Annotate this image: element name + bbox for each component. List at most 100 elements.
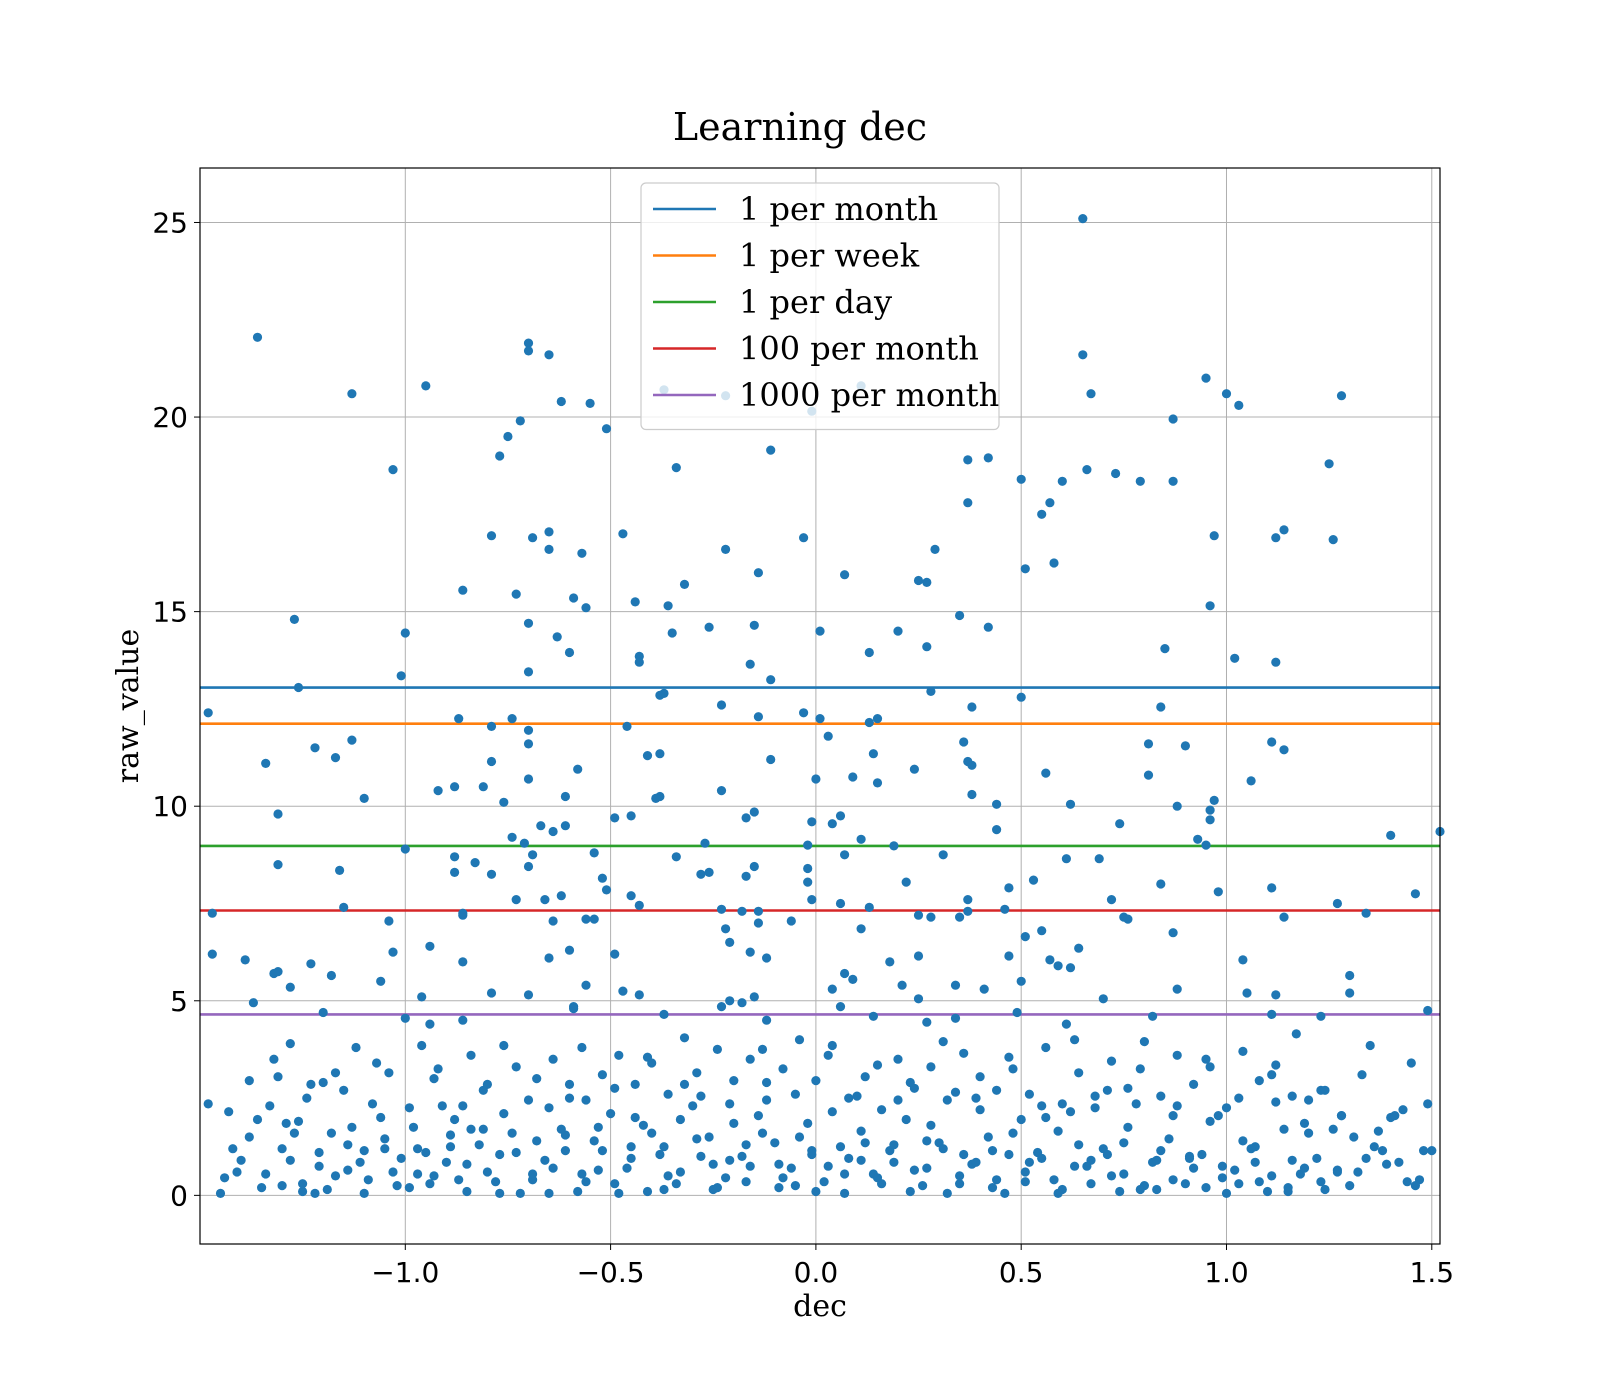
data-point	[749, 992, 759, 1002]
data-point	[528, 1169, 538, 1179]
data-point	[302, 1093, 312, 1103]
data-point	[1394, 1157, 1404, 1167]
data-point	[1373, 1126, 1383, 1136]
data-point	[794, 1132, 805, 1142]
data-point	[1123, 1122, 1133, 1132]
data-point	[926, 686, 936, 697]
data-point	[240, 955, 250, 965]
data-point	[647, 1128, 657, 1138]
data-point	[983, 1132, 993, 1142]
data-point	[1000, 904, 1010, 914]
data-point	[207, 908, 217, 918]
data-point	[265, 1101, 275, 1111]
data-point	[491, 1177, 501, 1187]
data-point	[979, 984, 989, 994]
data-point	[712, 1044, 723, 1054]
data-point	[1172, 984, 1182, 994]
data-point	[1287, 1091, 1297, 1101]
data-point	[774, 1183, 784, 1193]
data-point	[417, 992, 427, 1002]
data-point	[544, 953, 554, 963]
data-point	[523, 739, 534, 749]
data-point	[1078, 214, 1088, 224]
data-point	[786, 1163, 796, 1173]
data-point	[827, 1107, 837, 1117]
data-point	[417, 1040, 427, 1051]
data-point	[864, 647, 874, 658]
data-point	[905, 1186, 915, 1197]
data-point	[950, 1087, 961, 1097]
data-point	[749, 861, 759, 872]
x-tick-label: 0.0	[794, 1256, 839, 1289]
data-point	[257, 1183, 267, 1193]
data-point	[507, 832, 517, 842]
data-point	[351, 1042, 361, 1053]
data-point	[486, 756, 497, 767]
data-point	[367, 1099, 378, 1109]
y-tick-label: 0	[170, 1179, 188, 1212]
data-point	[749, 807, 759, 817]
data-point	[400, 1013, 410, 1023]
data-point	[499, 1040, 509, 1051]
data-point	[942, 1095, 952, 1105]
data-point	[322, 1184, 332, 1195]
data-point	[577, 548, 587, 558]
data-point	[725, 1099, 735, 1109]
data-point	[1390, 1111, 1400, 1121]
data-point	[310, 1188, 320, 1198]
data-point	[721, 924, 731, 934]
data-point	[766, 675, 776, 685]
data-point	[330, 1171, 341, 1181]
data-point	[486, 721, 497, 732]
data-point	[671, 852, 681, 862]
data-point	[803, 1118, 813, 1128]
data-point	[696, 1151, 706, 1161]
data-point	[1164, 1134, 1174, 1144]
data-point	[552, 632, 562, 642]
data-point	[675, 1114, 686, 1125]
data-point	[252, 1114, 263, 1125]
data-point	[445, 1142, 456, 1152]
data-point	[486, 869, 497, 879]
data-point	[1086, 389, 1096, 399]
data-point	[1209, 531, 1219, 541]
data-point	[285, 1039, 295, 1049]
data-point	[1345, 988, 1355, 998]
data-point	[729, 1076, 739, 1086]
data-point	[1250, 1157, 1260, 1167]
data-point	[762, 1077, 772, 1088]
data-point	[741, 1140, 751, 1150]
data-point	[725, 996, 735, 1006]
data-point	[959, 1149, 969, 1160]
data-point	[1246, 776, 1256, 786]
data-point	[1106, 895, 1117, 905]
data-point	[1357, 1070, 1367, 1080]
data-point	[926, 912, 936, 922]
data-point	[606, 1109, 616, 1119]
data-point	[544, 527, 554, 537]
data-point	[913, 910, 924, 920]
data-point	[1070, 1035, 1080, 1045]
data-point	[1205, 805, 1215, 815]
data-point	[762, 1015, 772, 1025]
data-point	[1008, 1128, 1018, 1138]
data-point	[1345, 970, 1355, 981]
data-point	[450, 852, 460, 862]
x-tick-label: −0.5	[577, 1256, 645, 1289]
data-point	[659, 1142, 669, 1152]
data-point	[298, 1179, 308, 1189]
data-point	[663, 601, 673, 611]
data-point	[601, 424, 612, 434]
data-point	[1246, 1144, 1256, 1154]
data-point	[835, 898, 846, 909]
data-point	[314, 1161, 324, 1171]
legend-box	[640, 182, 1000, 431]
data-point	[1082, 1161, 1092, 1171]
data-point	[827, 984, 837, 994]
data-point	[1267, 1171, 1277, 1181]
data-point	[1115, 1186, 1125, 1197]
data-point	[1168, 414, 1178, 424]
data-point	[220, 1173, 230, 1183]
data-point	[762, 953, 772, 963]
data-point	[1102, 1149, 1112, 1160]
